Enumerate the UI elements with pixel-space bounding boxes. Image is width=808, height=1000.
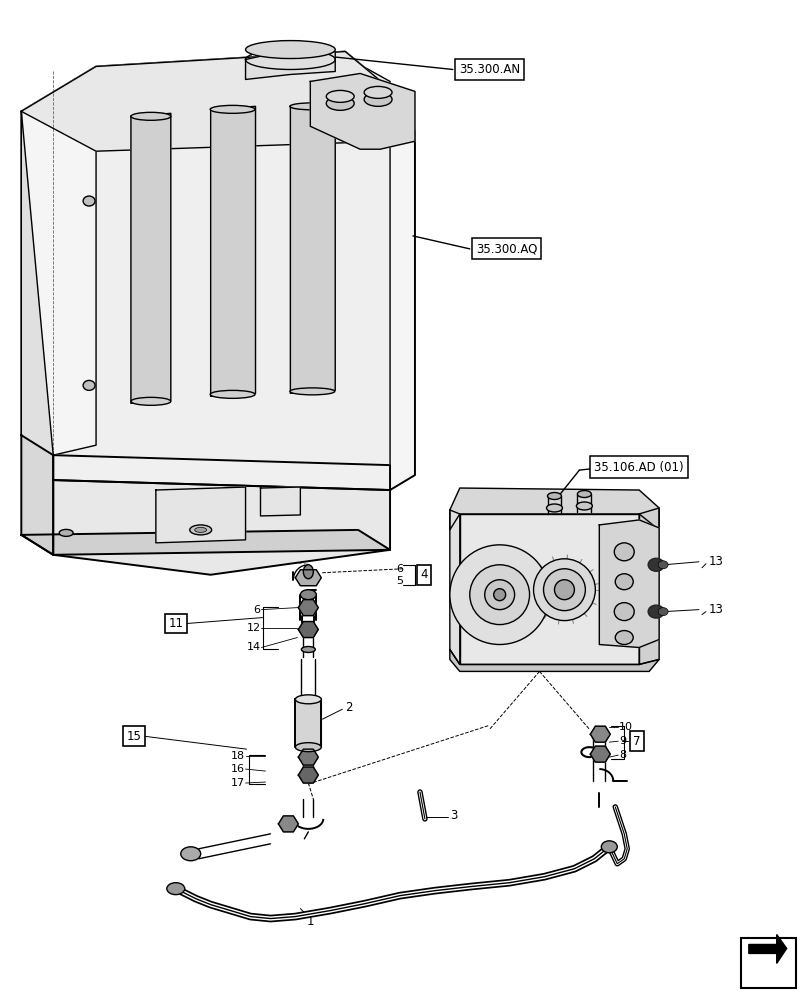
Text: 10: 10 [619,722,633,732]
Text: 6: 6 [254,605,260,615]
Text: 14: 14 [246,642,260,652]
Ellipse shape [303,565,314,579]
Text: 12: 12 [246,623,260,633]
Ellipse shape [301,590,316,600]
Ellipse shape [364,92,392,106]
Text: 13: 13 [709,603,724,616]
Ellipse shape [296,743,322,752]
Ellipse shape [578,491,591,498]
Polygon shape [591,746,610,762]
Ellipse shape [190,525,212,535]
Ellipse shape [469,565,529,625]
Text: 5: 5 [396,576,403,586]
Ellipse shape [615,631,633,645]
Polygon shape [639,508,659,664]
Polygon shape [21,530,390,555]
Polygon shape [156,487,246,543]
Ellipse shape [485,580,515,610]
Polygon shape [21,111,53,480]
Polygon shape [749,935,787,963]
Ellipse shape [546,504,562,512]
Bar [741,938,796,988]
Ellipse shape [59,529,74,536]
Ellipse shape [131,397,170,405]
Polygon shape [21,52,415,490]
Ellipse shape [648,605,664,618]
Ellipse shape [326,96,354,110]
Polygon shape [450,510,460,664]
Polygon shape [298,767,318,783]
Polygon shape [290,103,335,393]
Text: 3: 3 [450,809,457,822]
Polygon shape [298,600,318,616]
Text: 1: 1 [306,915,314,928]
Ellipse shape [554,580,574,600]
Ellipse shape [614,543,634,561]
Ellipse shape [659,608,668,616]
Polygon shape [460,514,639,664]
Polygon shape [53,455,390,490]
Polygon shape [211,106,255,396]
Ellipse shape [615,574,633,590]
Ellipse shape [648,558,664,571]
Ellipse shape [614,603,634,621]
Polygon shape [53,480,390,575]
Ellipse shape [533,559,595,621]
Text: 4: 4 [420,568,427,581]
Polygon shape [298,622,318,638]
Polygon shape [246,50,335,79]
Polygon shape [310,73,415,149]
Text: 17: 17 [230,778,245,788]
Ellipse shape [364,86,392,98]
Polygon shape [298,749,318,765]
Text: 35.106.AD (01): 35.106.AD (01) [595,461,684,474]
Polygon shape [131,113,170,403]
Polygon shape [450,649,659,671]
Polygon shape [53,57,390,490]
Text: 8: 8 [619,750,626,760]
Polygon shape [279,816,298,832]
Ellipse shape [494,589,506,601]
Polygon shape [296,699,322,747]
Polygon shape [450,488,659,530]
Ellipse shape [326,90,354,102]
Ellipse shape [181,847,200,861]
Ellipse shape [131,112,170,120]
Ellipse shape [290,388,335,395]
Polygon shape [591,726,610,742]
Text: 11: 11 [168,617,183,630]
Ellipse shape [659,561,668,569]
Ellipse shape [576,502,592,510]
Polygon shape [296,570,322,586]
Polygon shape [260,487,301,516]
Text: 13: 13 [709,555,724,568]
Ellipse shape [210,390,255,398]
Ellipse shape [296,695,322,704]
Polygon shape [21,52,415,151]
Ellipse shape [290,103,335,110]
Text: 16: 16 [230,764,245,774]
Ellipse shape [301,646,315,652]
Text: 7: 7 [633,735,641,748]
Ellipse shape [166,883,185,895]
Ellipse shape [601,841,617,853]
Text: 2: 2 [345,701,353,714]
Text: 15: 15 [127,730,141,743]
Ellipse shape [544,569,585,611]
Polygon shape [600,520,659,647]
Ellipse shape [450,545,549,645]
Ellipse shape [210,105,255,113]
Polygon shape [21,435,53,555]
Ellipse shape [83,380,95,390]
Ellipse shape [246,41,335,59]
Text: 6: 6 [396,564,403,574]
Ellipse shape [548,493,562,500]
Text: 18: 18 [230,751,245,761]
Text: 9: 9 [619,736,626,746]
Text: 35.300.AN: 35.300.AN [459,63,520,76]
Text: 35.300.AQ: 35.300.AQ [476,242,537,255]
Ellipse shape [83,196,95,206]
Ellipse shape [195,527,207,532]
